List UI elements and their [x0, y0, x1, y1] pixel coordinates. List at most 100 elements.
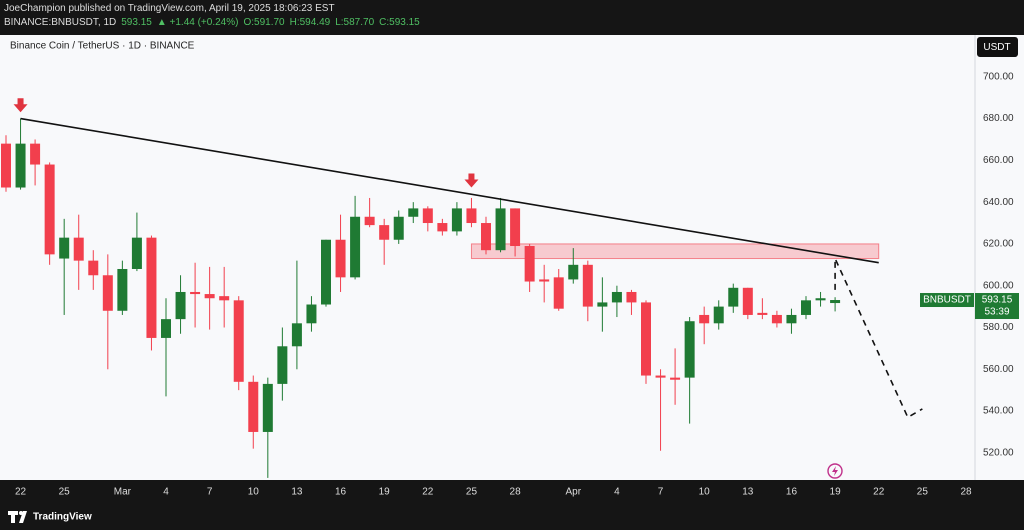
candle-body — [670, 377, 681, 380]
candle-body — [466, 208, 477, 224]
candle-body — [175, 291, 186, 320]
candle-body — [771, 314, 782, 324]
header: JoeChampion published on TradingView.com… — [0, 0, 1024, 35]
candle-body — [59, 237, 70, 259]
candle-body — [190, 291, 201, 295]
x-tick-label: 7 — [658, 487, 664, 498]
symbol-field: 593.15 — [121, 17, 152, 28]
candle-body — [277, 346, 288, 384]
candle-body — [306, 304, 317, 324]
x-tick-label: 4 — [163, 487, 169, 498]
candle-body — [742, 287, 753, 315]
candle-body — [437, 223, 448, 232]
candle-body — [815, 298, 826, 301]
y-tick-label: 600.00 — [983, 280, 1014, 291]
arrow-marker — [13, 98, 28, 113]
price-tag-symbol-bg — [920, 293, 974, 308]
candle-body — [728, 287, 739, 307]
candle-body — [233, 300, 244, 382]
y-tick-label: 520.00 — [983, 447, 1014, 458]
plot-area — [0, 35, 975, 480]
candle-body — [830, 300, 841, 304]
y-tick-label: 540.00 — [983, 406, 1014, 417]
candle-body — [102, 275, 113, 311]
candle-body — [117, 268, 128, 311]
candle-body — [713, 306, 724, 324]
x-tick-label: 10 — [699, 487, 711, 498]
candle-body — [15, 143, 26, 188]
y-tick-label: 660.00 — [983, 155, 1014, 166]
candle-body — [786, 314, 797, 324]
symbol-info: BINANCE:BNBUSDT, 1D 593.15 ▲ +1.44 (+0.24%… — [4, 17, 425, 28]
candle-body — [393, 216, 404, 240]
x-tick-label: 19 — [830, 487, 842, 498]
x-tick-label: 19 — [379, 487, 391, 498]
candle-body — [568, 264, 579, 280]
candle-body — [801, 300, 811, 315]
candle-body — [88, 260, 99, 276]
x-tick-label: 4 — [614, 487, 620, 498]
brand: TradingView — [33, 512, 92, 523]
candle-body — [524, 246, 535, 282]
plot — [1, 98, 923, 478]
y-tick-label: 620.00 — [983, 239, 1014, 250]
candle-body — [131, 237, 142, 269]
x-tick-label: 22 — [422, 487, 434, 498]
candle-body — [321, 239, 331, 305]
x-tick-label: 16 — [335, 487, 347, 498]
candle-body — [73, 237, 84, 261]
candle-body — [219, 296, 230, 301]
arrow-marker — [464, 173, 479, 188]
x-tick-label: 25 — [917, 487, 929, 498]
price-tag-bg — [975, 293, 1019, 320]
candle-body — [495, 208, 506, 251]
candle-body — [699, 314, 710, 324]
symbol-field: C:593.15 — [379, 17, 420, 28]
candle-body — [248, 381, 259, 432]
y-tick-label: 700.00 — [983, 71, 1014, 82]
chart-title: Binance Coin / TetherUS · 1D · BINANCE — [10, 41, 195, 52]
candle-body — [1, 143, 11, 188]
brand-logo — [8, 511, 27, 523]
candle-body — [350, 216, 361, 278]
symbol-field: ▲ +1.44 (+0.24%) — [156, 17, 239, 28]
x-tick-label: Mar — [114, 487, 132, 498]
currency-badge — [977, 37, 1018, 57]
candle-body — [161, 319, 171, 338]
x-tick-label: 22 — [15, 487, 27, 498]
x-tick-label: 13 — [742, 487, 754, 498]
candle-body — [597, 302, 608, 307]
candle-body — [44, 164, 55, 255]
price-tag-countdown: 53:39 — [984, 307, 1009, 318]
x-tick-label: Apr — [565, 487, 581, 498]
y-tick-label: 580.00 — [983, 322, 1014, 333]
candle-body — [553, 277, 564, 309]
x-tick-label: 25 — [59, 487, 71, 498]
candle-body — [262, 383, 273, 432]
projection-line — [834, 258, 923, 419]
candle-body — [510, 208, 521, 247]
x-tick-label: 16 — [786, 487, 798, 498]
candle-body — [684, 321, 695, 378]
y-tick-label: 680.00 — [983, 113, 1014, 124]
x-tick-label: 28 — [960, 487, 972, 498]
x-tick-label: 22 — [873, 487, 885, 498]
price-tag-value: 593.15 — [982, 295, 1013, 306]
symbol-field: L:587.70 — [335, 17, 375, 28]
candle-body — [204, 294, 215, 299]
candle-body — [335, 239, 346, 278]
candle-body — [655, 375, 666, 378]
y-tick-label: 560.00 — [983, 364, 1014, 375]
candle-body — [582, 264, 593, 307]
x-tick-label: 28 — [510, 487, 522, 498]
symbol-field: O:591.70 — [243, 17, 285, 28]
candle-body — [481, 223, 491, 251]
x-tick-label: 13 — [291, 487, 303, 498]
candle-body — [611, 291, 622, 303]
candle-body — [539, 279, 550, 282]
y-tick-label: 640.00 — [983, 197, 1014, 208]
alert-icon — [827, 463, 843, 479]
candle-body — [146, 237, 157, 338]
